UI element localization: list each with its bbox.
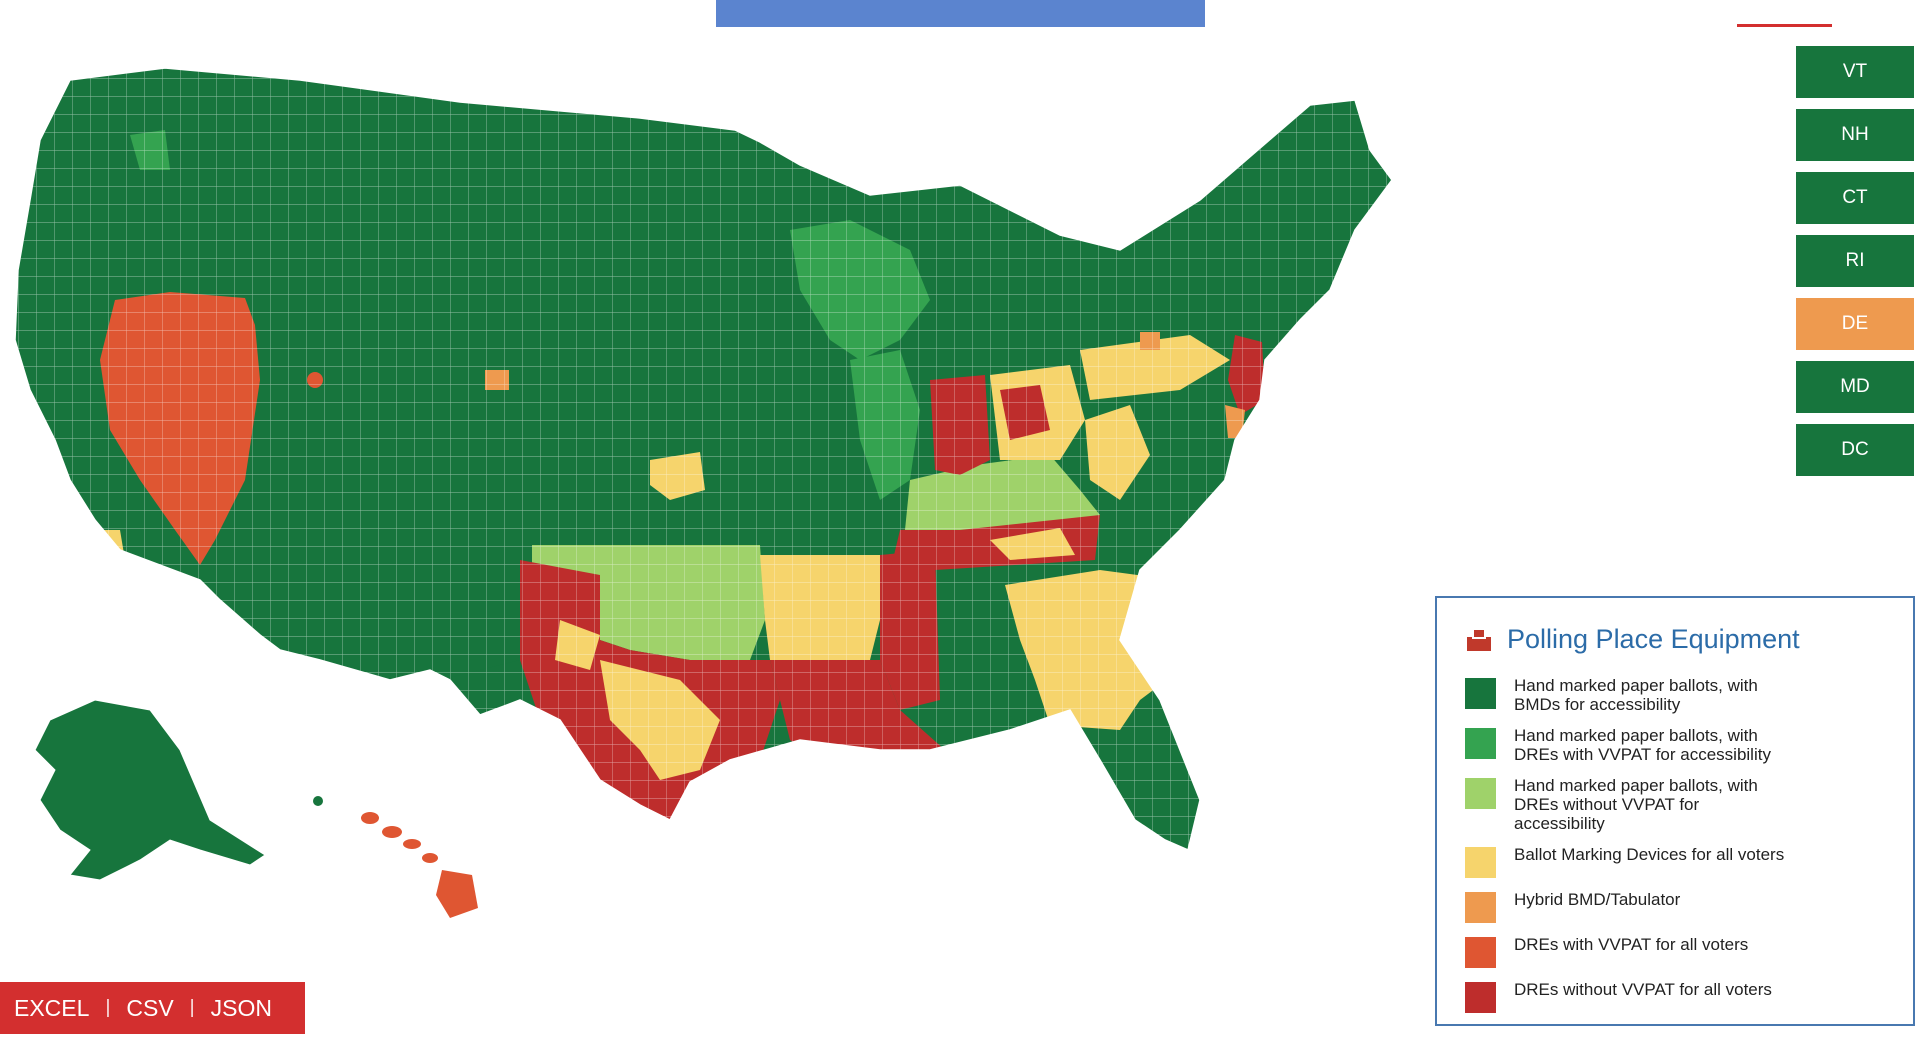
legend-items: Hand marked paper ballots, with BMDs for …	[1465, 676, 1905, 1025]
legend-swatch	[1465, 847, 1496, 878]
legend-item: Hand marked paper ballots, with DREs with…	[1465, 726, 1905, 764]
legend-item: DREs with VVPAT for all voters	[1465, 935, 1905, 968]
ballot-box-icon	[1467, 629, 1491, 651]
region-alaska	[34, 699, 266, 881]
legend-label: DREs without VVPAT for all voters	[1514, 980, 1772, 999]
legend-swatch	[1465, 982, 1496, 1013]
legend-label: DREs with VVPAT for all voters	[1514, 935, 1748, 954]
legend-swatch	[1465, 678, 1496, 709]
legend-label-line: Ballot Marking Devices for all voters	[1514, 845, 1785, 864]
conus-states	[14, 67, 1393, 851]
legend-label-line: accessibility	[1514, 814, 1605, 833]
state-button-ri[interactable]: RI	[1796, 235, 1914, 287]
state-button-de[interactable]: DE	[1796, 298, 1914, 350]
top-right-accent-line	[1737, 24, 1920, 27]
legend-label-line: Hand marked paper ballots, with	[1514, 676, 1758, 695]
legend-label-line: DREs with VVPAT for all voters	[1514, 935, 1749, 954]
legend-swatch	[1465, 937, 1496, 968]
legend-item: DREs without VVPAT for all voters	[1465, 980, 1905, 1013]
island-speck	[313, 796, 323, 806]
export-separator: |	[105, 997, 111, 1018]
export-bar: EXCEL | CSV | JSON	[0, 982, 305, 1034]
export-separator: |	[189, 997, 195, 1018]
legend-item: Hand marked paper ballots, with DREs with…	[1465, 776, 1905, 833]
legend-header: Polling Place Equipment	[1465, 624, 1800, 655]
legend-label-line: Hand marked paper ballots, with	[1514, 726, 1758, 745]
map-legend: Polling Place Equipment Hand marked pape…	[1435, 596, 1915, 1026]
legend-swatch	[1465, 778, 1496, 809]
state-button-ct[interactable]: CT	[1796, 172, 1914, 224]
legend-label-line: DREs with VVPAT for accessibility	[1514, 745, 1771, 764]
legend-label-line: DREs without VVPAT for	[1514, 795, 1700, 814]
legend-item: Hybrid BMD/Tabulator	[1465, 890, 1905, 923]
region-hawaii	[361, 812, 478, 918]
legend-label-line: BMDs for accessibility	[1514, 695, 1681, 714]
us-county-map[interactable]	[0, 60, 1420, 920]
legend-label: Hand marked paper ballots, with DREs with…	[1514, 726, 1771, 764]
state-button-dc[interactable]: DC	[1796, 424, 1914, 476]
top-blue-bar	[716, 0, 1205, 27]
small-states-list: VT NH CT RI DE MD DC	[1796, 46, 1914, 487]
legend-label: Hybrid BMD/Tabulator	[1514, 890, 1680, 909]
export-json-link[interactable]: JSON	[210, 994, 272, 1021]
legend-swatch	[1465, 892, 1496, 923]
legend-item: Ballot Marking Devices for all voters	[1465, 845, 1905, 878]
legend-title: Polling Place Equipment	[1507, 624, 1800, 654]
export-excel-link[interactable]: EXCEL	[14, 994, 90, 1021]
state-button-nh[interactable]: NH	[1796, 109, 1914, 161]
legend-label: Hand marked paper ballots, with DREs with…	[1514, 776, 1758, 833]
legend-label-line: Hand marked paper ballots, with	[1514, 776, 1758, 795]
legend-label: Hand marked paper ballots, with BMDs for …	[1514, 676, 1758, 714]
legend-item: Hand marked paper ballots, with BMDs for …	[1465, 676, 1905, 714]
state-button-md[interactable]: MD	[1796, 361, 1914, 413]
legend-label: Ballot Marking Devices for all voters	[1514, 845, 1784, 864]
legend-swatch	[1465, 728, 1496, 759]
state-button-vt[interactable]: VT	[1796, 46, 1914, 98]
legend-label-line: Hybrid BMD/Tabulator	[1514, 890, 1681, 909]
legend-label-line: DREs without VVPAT for all voters	[1514, 980, 1772, 999]
export-csv-link[interactable]: CSV	[126, 994, 174, 1021]
